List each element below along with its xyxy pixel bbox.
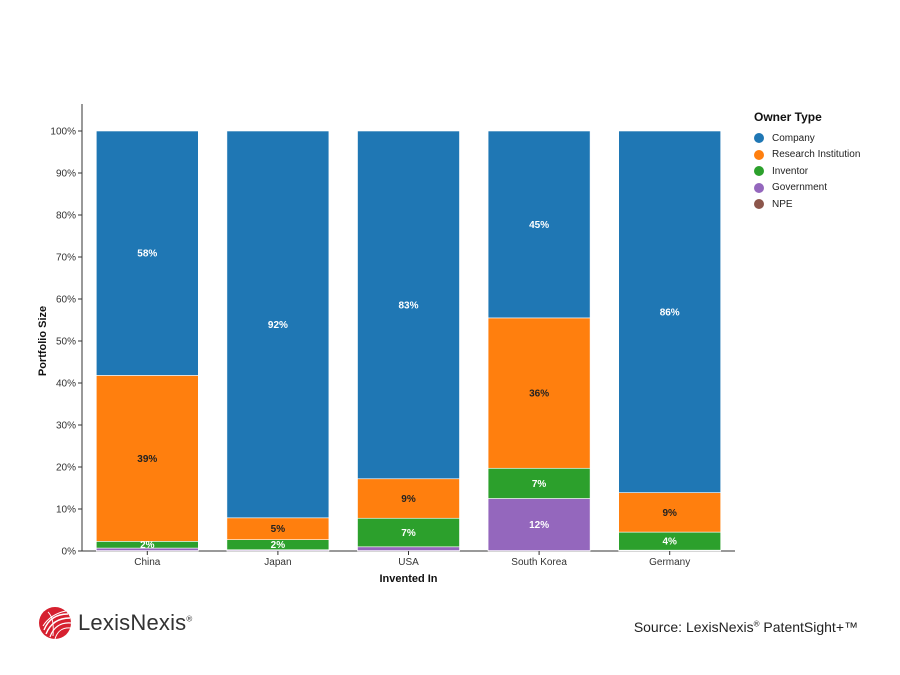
- y-tick-label: 70%: [56, 253, 76, 264]
- legend-item: Research Institution: [754, 147, 860, 164]
- bar-segment-company: [487, 130, 591, 319]
- bar-segment-research-institution: [487, 317, 591, 469]
- data-label: 58%: [137, 249, 157, 260]
- data-label: 4%: [662, 537, 677, 548]
- legend-swatch-icon: [754, 199, 764, 210]
- y-tick-label: 100%: [50, 127, 76, 138]
- source-registered-mark: ®: [753, 619, 760, 629]
- y-tick-label: 80%: [56, 211, 76, 222]
- data-label: 83%: [398, 300, 418, 311]
- bar-segment-research-institution: [357, 478, 460, 519]
- logo-wordmark-text: LexisNexis: [78, 610, 187, 635]
- logo-registered-mark: ®: [186, 614, 193, 624]
- bar-segment-government: [357, 546, 460, 551]
- data-label: 7%: [532, 479, 547, 490]
- legend-label: Inventor: [772, 165, 809, 177]
- legend-item: Inventor: [754, 163, 860, 180]
- bar-segment-inventor: [357, 517, 460, 548]
- x-tick-label: China: [134, 557, 161, 568]
- bar-segment-company: [96, 130, 199, 376]
- y-axis-title: Portfolio Size: [37, 306, 49, 376]
- legend-swatch-icon: [754, 149, 764, 160]
- x-tick-label: Japan: [264, 557, 291, 568]
- data-label: 12%: [529, 520, 549, 531]
- legend-label: Company: [772, 132, 815, 144]
- data-label: 5%: [271, 524, 286, 535]
- data-label: 7%: [401, 528, 416, 539]
- y-tick-label: 20%: [56, 463, 76, 474]
- data-label: 9%: [662, 508, 677, 519]
- lexisnexis-logo: LexisNexis®: [38, 606, 192, 640]
- source-suffix: PatentSight+™: [759, 619, 858, 635]
- bar-segment-company: [357, 130, 460, 480]
- logo-wordmark: LexisNexis®: [78, 610, 192, 636]
- data-label: 9%: [401, 494, 416, 505]
- legend-label: NPE: [772, 198, 793, 210]
- x-axis-title: Invented In: [379, 573, 437, 585]
- y-tick-label: 0%: [62, 547, 77, 558]
- y-tick-label: 30%: [56, 421, 76, 432]
- data-label: 39%: [137, 454, 157, 465]
- source-prefix: Source: LexisNexis: [633, 619, 754, 635]
- lexisnexis-sphere-icon: [39, 607, 72, 640]
- legend-label: Research Institution: [772, 149, 861, 161]
- legend-title: Owner Type: [754, 110, 822, 124]
- bar-segment-government: [487, 498, 591, 551]
- y-tick-label: 90%: [56, 169, 76, 180]
- bar-segment-company: [226, 130, 330, 519]
- x-tick-label: Germany: [649, 557, 690, 568]
- source-caption: Source: LexisNexis® PatentSight+™: [634, 619, 858, 635]
- bar-segment-research-institution: [618, 492, 722, 533]
- legend-label: Government: [772, 182, 828, 194]
- x-tick-label: South Korea: [511, 557, 567, 568]
- legend-swatch-icon: [754, 182, 764, 193]
- x-tick-label: USA: [398, 557, 419, 568]
- legend: Owner Type Company Research Institution In…: [754, 110, 860, 213]
- data-label: 92%: [268, 320, 288, 331]
- y-tick-label: 60%: [56, 295, 76, 306]
- legend-item: Company: [754, 130, 860, 147]
- data-label: 2%: [271, 540, 286, 551]
- bar-segment-company: [618, 130, 722, 493]
- y-tick-label: 40%: [56, 379, 76, 390]
- data-label: 36%: [529, 389, 549, 400]
- y-tick-label: 10%: [56, 505, 76, 516]
- data-label: 45%: [529, 220, 549, 231]
- legend-swatch-icon: [754, 166, 764, 177]
- y-tick-label: 50%: [56, 337, 76, 348]
- bar-segment-inventor: [487, 467, 591, 499]
- data-label: 2%: [140, 540, 155, 551]
- legend-swatch-icon: [754, 133, 764, 144]
- legend-item: Government: [754, 180, 860, 197]
- legend-item: NPE: [754, 196, 860, 213]
- data-label: 86%: [660, 307, 680, 318]
- plot-area: 0% 10% 20% 30% 40% 50% 60% 70% 80% 90% 100% 2% 39% 58…: [37, 104, 735, 585]
- legend-items: Company Research Institution Inventor Gover…: [754, 130, 860, 213]
